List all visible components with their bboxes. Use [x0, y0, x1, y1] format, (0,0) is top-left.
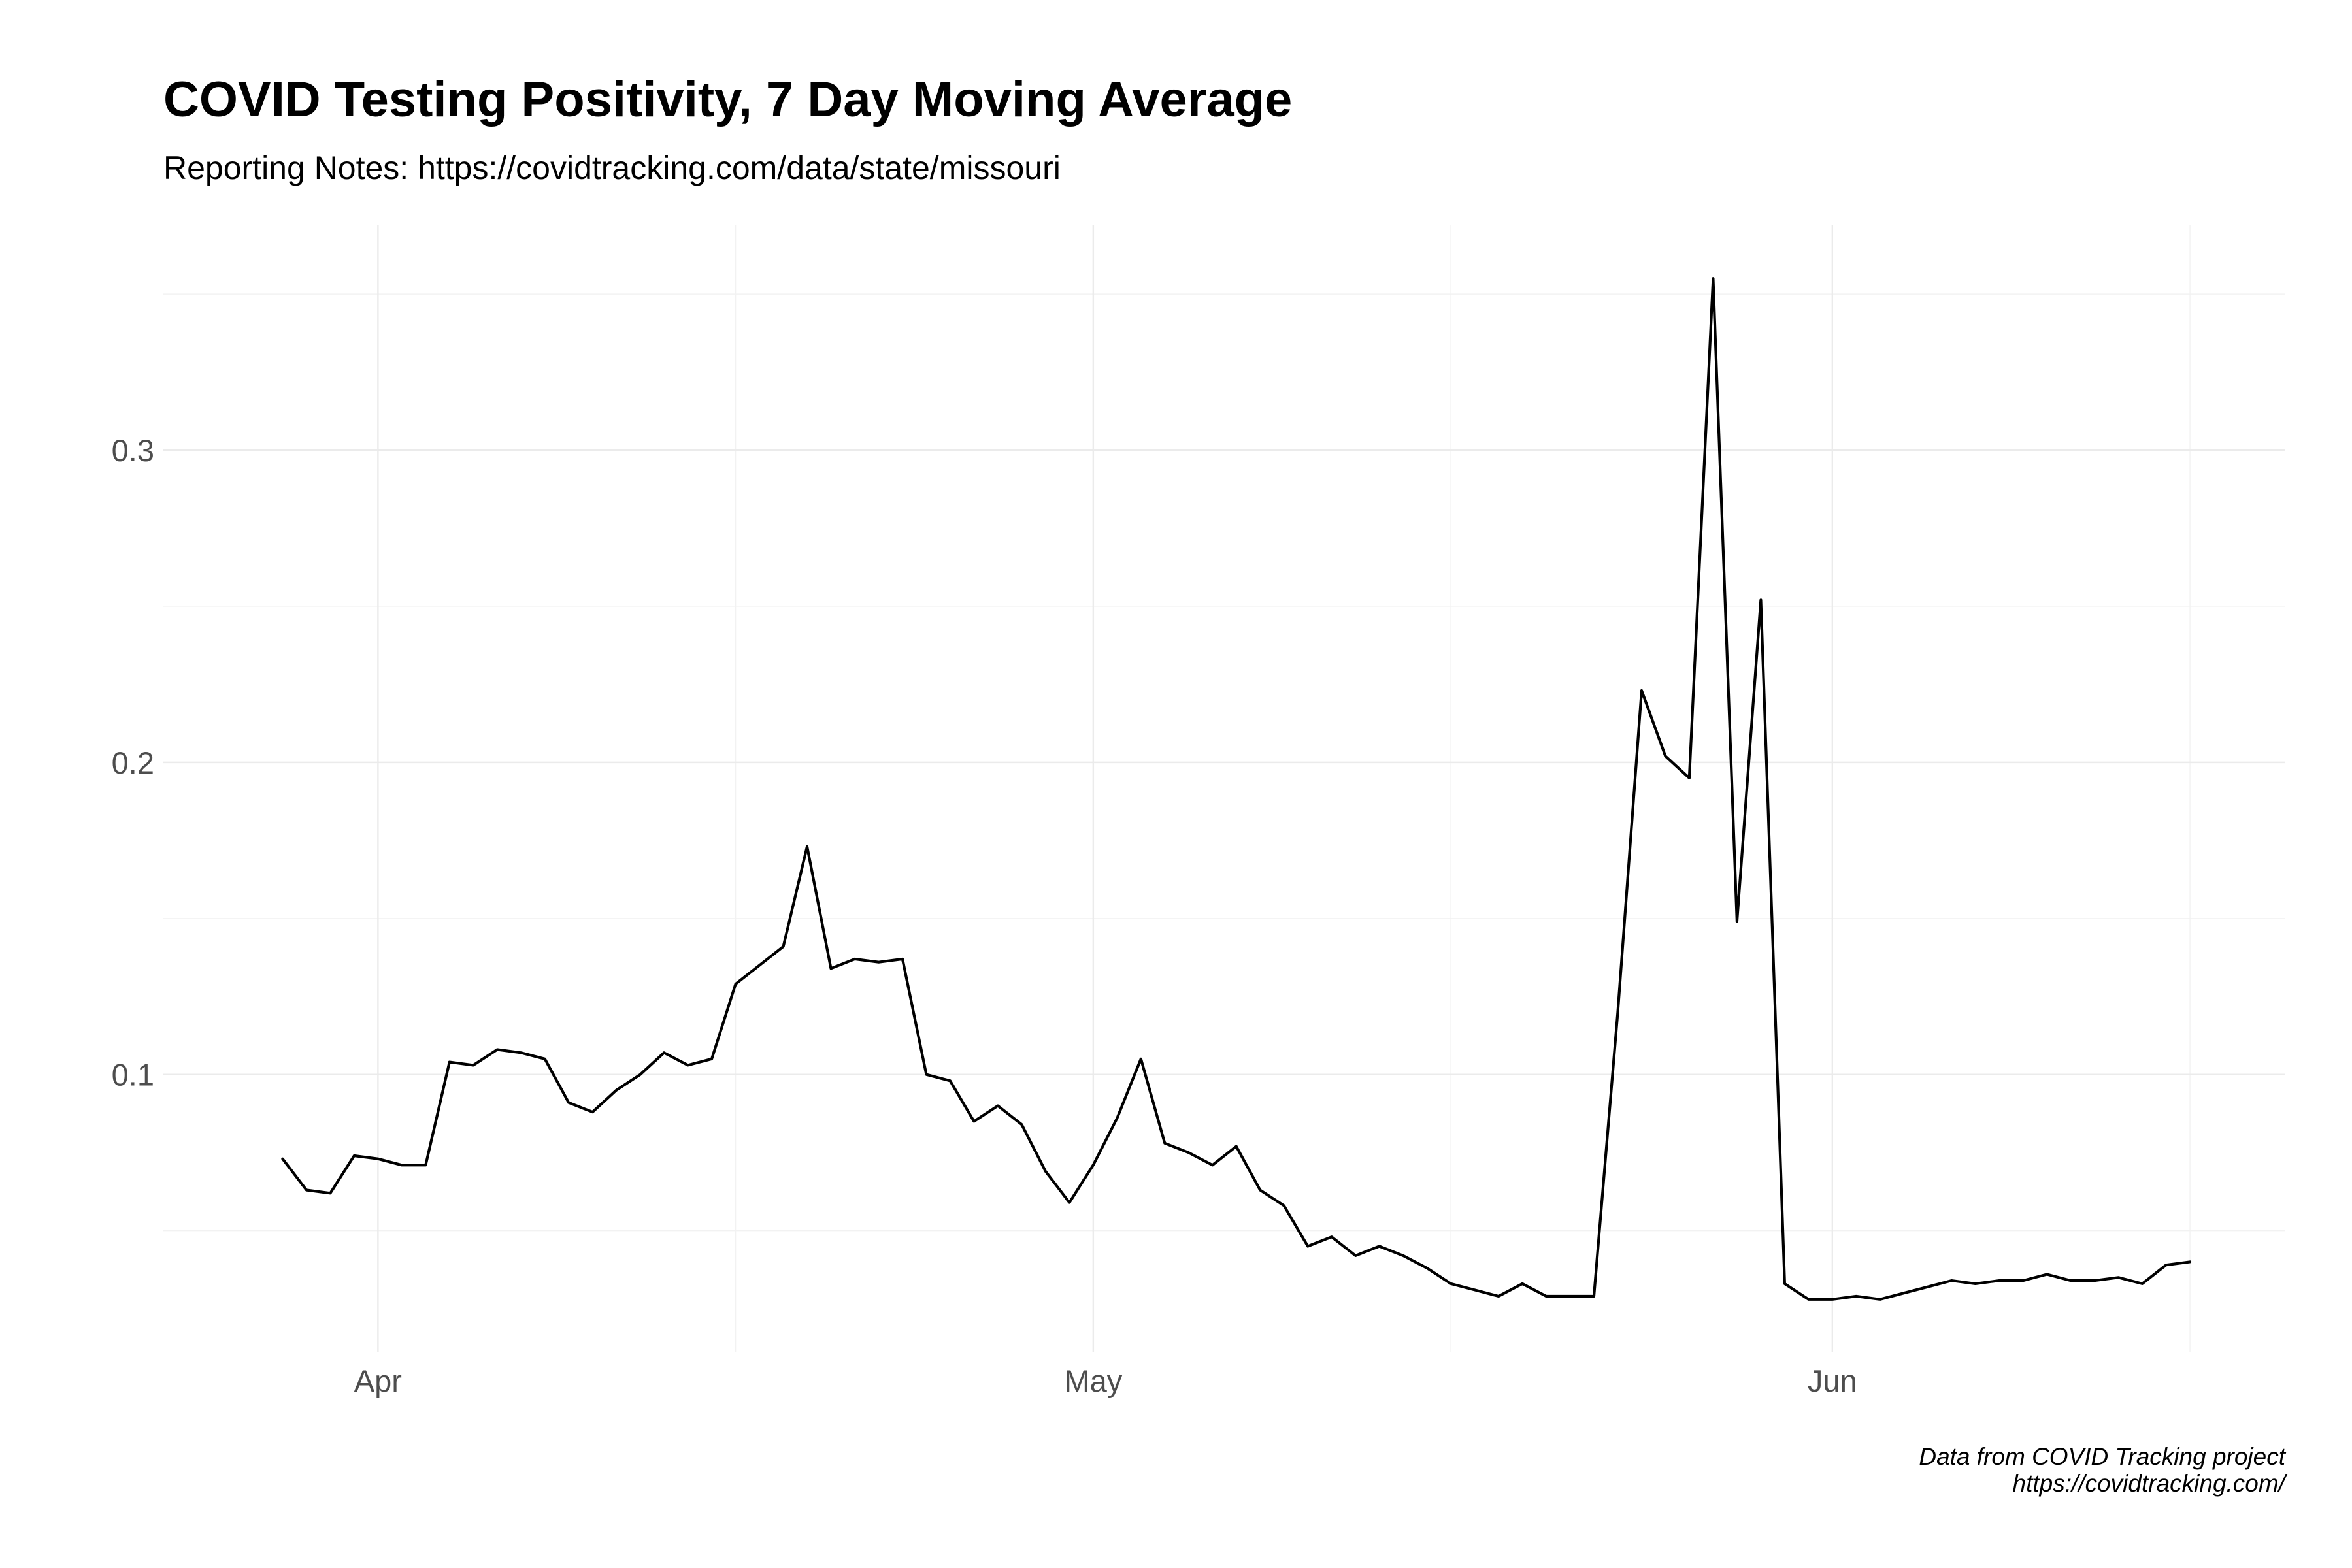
grid [163, 225, 2285, 1352]
x-tick-label-2: Jun [1808, 1364, 1857, 1398]
y-tick-label-2: 0.3 [112, 433, 154, 468]
chart-title: COVID Testing Positivity, 7 Day Moving A… [163, 72, 1292, 127]
plot-series [281, 277, 2192, 1301]
y-tick-label-1: 0.2 [112, 745, 154, 780]
x-tick-label-1: May [1064, 1364, 1122, 1398]
caption-line-2: https://covidtracking.com/ [2013, 1470, 2288, 1497]
series-line-0 [281, 277, 2192, 1301]
x-tick-label-0: Apr [354, 1364, 402, 1398]
y-tick-label-0: 0.1 [112, 1058, 154, 1092]
y-axis-tick-labels: 0.1 0.2 0.3 [112, 433, 154, 1092]
caption-line-1: Data from COVID Tracking project [1919, 1443, 2286, 1470]
x-axis-tick-labels: Apr May Jun [354, 1364, 1857, 1398]
chart-subtitle: Reporting Notes: https://covidtracking.c… [163, 150, 1061, 186]
